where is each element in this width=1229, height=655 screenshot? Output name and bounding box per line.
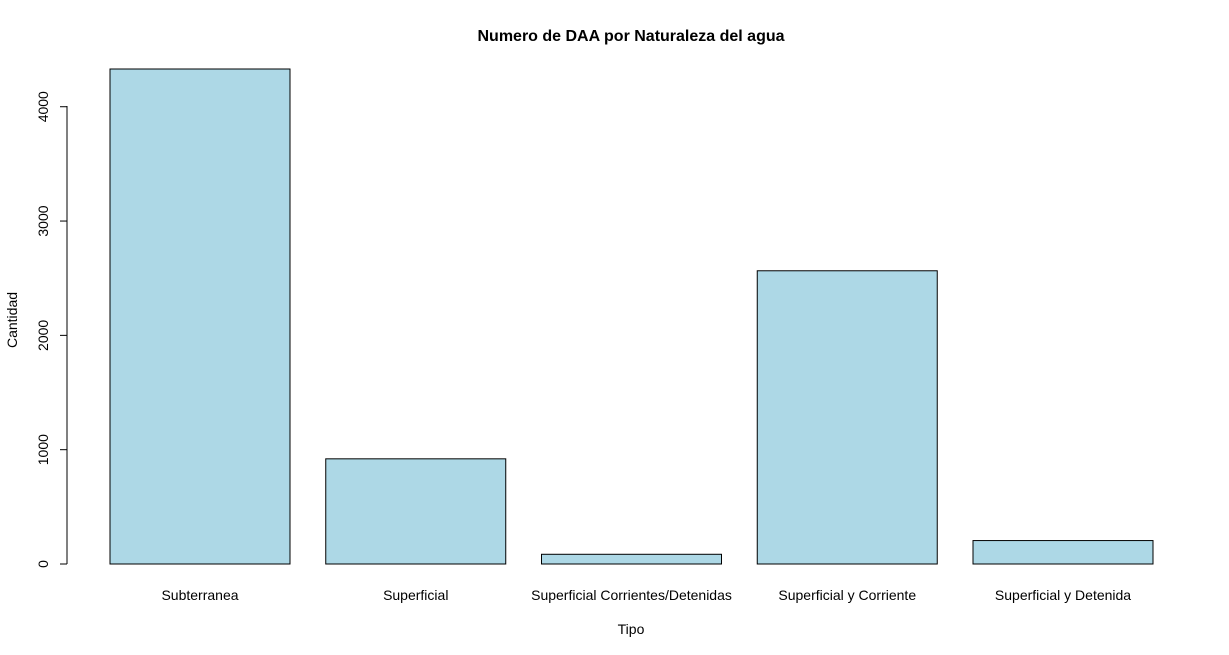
category-label: Superficial y Detenida bbox=[995, 587, 1131, 603]
category-label: Superficial y Corriente bbox=[778, 587, 916, 603]
bar bbox=[541, 553, 722, 565]
y-axis-label: Cantidad bbox=[4, 292, 20, 348]
y-tick-label: 4000 bbox=[35, 91, 51, 122]
category-label: Superficial Corrientes/Detenidas bbox=[531, 587, 732, 603]
bar bbox=[109, 68, 291, 565]
y-tick-label: 1000 bbox=[35, 434, 51, 465]
category-labels: Subterranea Superficial Superficial Corrie… bbox=[161, 587, 1131, 603]
category-label: Superficial bbox=[383, 587, 448, 603]
y-tick-label: 2000 bbox=[35, 320, 51, 351]
y-axis-ticks: 0 1000 2000 3000 4000 bbox=[35, 91, 67, 568]
y-tick-label: 3000 bbox=[35, 205, 51, 236]
y-tick-label: 0 bbox=[35, 560, 51, 568]
bar bbox=[325, 458, 507, 565]
bar bbox=[756, 270, 938, 565]
x-axis-label: Tipo bbox=[618, 621, 645, 637]
chart-title: Numero de DAA por Naturaleza del agua bbox=[477, 28, 784, 45]
bar bbox=[972, 540, 1154, 565]
category-label: Subterranea bbox=[161, 587, 238, 603]
bars-group bbox=[109, 68, 1154, 565]
